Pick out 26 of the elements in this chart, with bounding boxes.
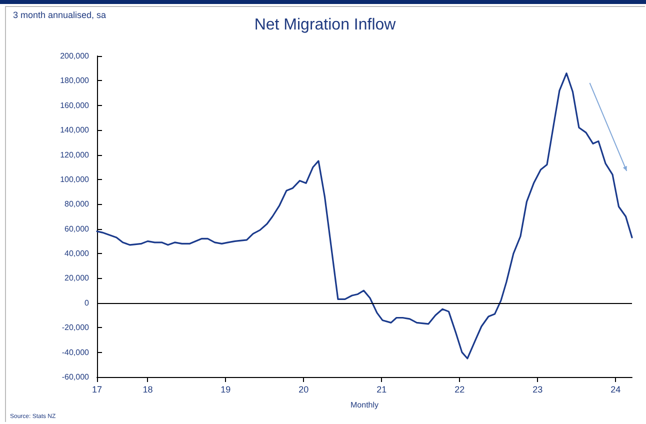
y-tick-label: 60,000	[64, 224, 90, 234]
x-tick-label: 18	[142, 384, 153, 394]
chart-title: Net Migration Inflow	[254, 16, 396, 34]
y-tick-label: 20,000	[64, 274, 90, 283]
x-tick-label: 22	[454, 384, 465, 394]
y-tick-label: -60,000	[62, 372, 90, 382]
y-tick-label: -20,000	[62, 323, 90, 332]
y-tick-label: 80,000	[64, 200, 90, 209]
y-tick-label: 180,000	[60, 76, 90, 86]
x-tick-label: 21	[376, 384, 387, 394]
x-tick-label: 24	[610, 384, 621, 394]
y-tick-label: 160,000	[60, 100, 90, 110]
y-tick-label: 40,000	[64, 249, 90, 258]
y-tick-label: -40,000	[62, 348, 90, 357]
x-axis-title: Monthly	[350, 400, 379, 410]
y-tick-label: 120,000	[60, 150, 90, 160]
line-series	[96, 72, 633, 360]
y-tick-label: 200,000	[60, 52, 90, 60]
y-tick-label: 0	[84, 298, 90, 308]
x-tick-label: 20	[298, 384, 309, 394]
x-tick-label: 17	[92, 384, 102, 394]
x-tick-label: 19	[220, 384, 231, 394]
y-tick-label: 140,000	[60, 126, 90, 135]
y-tick-label: 100,000	[60, 174, 90, 184]
x-tick-label: 23	[532, 384, 543, 394]
y-axis-title: 3 month annualised, sa	[13, 10, 106, 20]
